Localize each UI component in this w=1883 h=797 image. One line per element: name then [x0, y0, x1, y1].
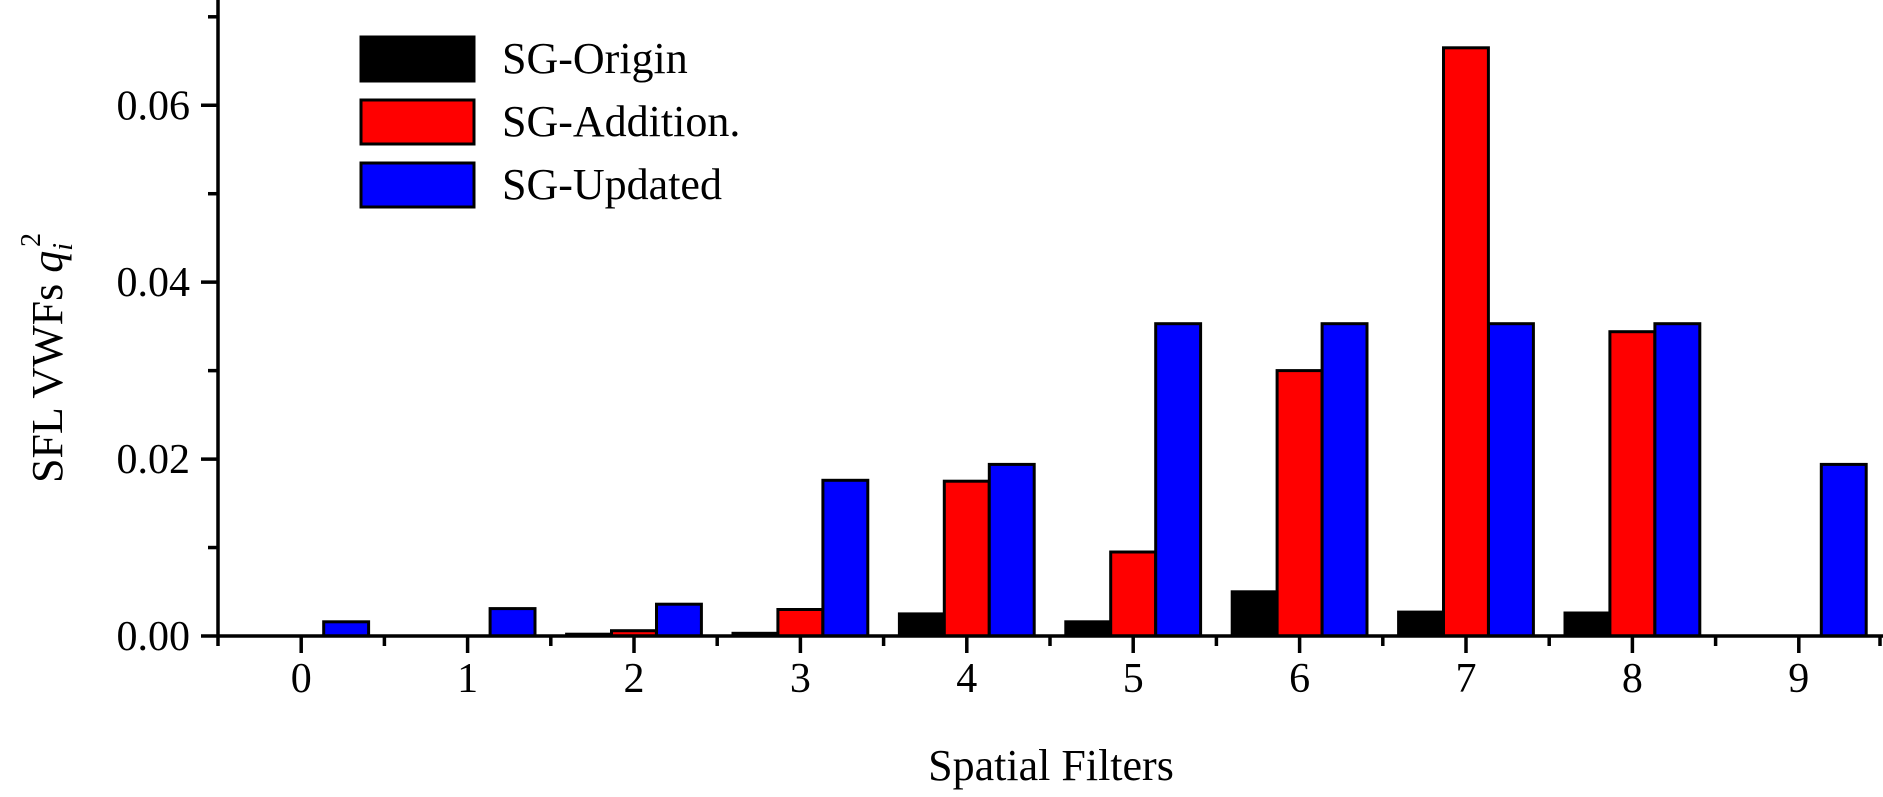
legend-label: SG-Origin: [502, 34, 688, 83]
x-tick-label: 3: [790, 656, 811, 702]
bar-sg-updated-4: [989, 464, 1034, 636]
bar-sg-origin-8: [1565, 613, 1610, 636]
x-tick-label: 8: [1622, 656, 1643, 702]
x-tick-label: 7: [1456, 656, 1477, 702]
x-axis-title: Spatial Filters: [928, 741, 1174, 790]
bar-sg-origin-5: [1066, 622, 1111, 636]
legend: SG-Origin SG-Addition. SG-Updated: [361, 34, 740, 209]
legend-item: SG-Origin: [361, 34, 688, 83]
x-tick-label: 5: [1123, 656, 1144, 702]
legend-swatch: [361, 163, 474, 207]
y-axis-title: SFL VWFs qi2: [16, 233, 79, 483]
x-tick-label: 1: [457, 656, 478, 702]
y-axis-title-sub: i: [48, 243, 79, 251]
y-tick-label: 0.04: [117, 260, 191, 306]
bar-sg-addition-6: [1277, 371, 1322, 636]
legend-label: SG-Updated: [502, 160, 722, 209]
legend-swatch: [361, 37, 474, 81]
y-tick-label: 0.06: [117, 83, 191, 129]
y-tick-label: 0.02: [117, 437, 191, 483]
bar-sg-updated-7: [1489, 324, 1534, 636]
svg-text:SFL VWFs qi2: SFL VWFs qi2: [16, 233, 79, 483]
y-axis-title-sup: 2: [16, 233, 47, 247]
bar-sg-origin-6: [1232, 592, 1277, 636]
x-tick-label: 0: [291, 656, 312, 702]
bar-sg-addition-8: [1610, 332, 1655, 636]
bar-sg-origin-4: [899, 614, 944, 636]
x-tick-label: 2: [624, 656, 645, 702]
x-tick-label: 4: [956, 656, 977, 702]
bar-sg-addition-4: [944, 481, 989, 636]
bar-sg-updated-2: [657, 604, 702, 636]
x-tick-label: 6: [1289, 656, 1310, 702]
x-tick-label: 9: [1788, 656, 1809, 702]
bar-sg-updated-8: [1655, 324, 1700, 636]
y-axis-title-var: q: [23, 251, 72, 273]
bar-sg-updated-0: [324, 622, 369, 636]
bar-sg-addition-3: [778, 610, 823, 637]
bar-sg-updated-3: [823, 480, 868, 636]
legend-label: SG-Addition.: [502, 97, 740, 146]
bar-sg-addition-5: [1111, 552, 1156, 636]
bar-sg-updated-6: [1322, 324, 1367, 636]
legend-swatch: [361, 100, 474, 144]
y-tick-label: 0.00: [117, 614, 191, 660]
bar-sg-origin-7: [1399, 612, 1444, 636]
bar-sg-updated-9: [1821, 464, 1866, 636]
bar-sg-addition-7: [1444, 48, 1489, 636]
y-axis-title-text: SFL VWFs: [23, 273, 72, 483]
bar-sg-updated-1: [490, 609, 535, 636]
legend-item: SG-Addition.: [361, 97, 740, 146]
bar-sg-updated-5: [1156, 324, 1201, 636]
legend-item: SG-Updated: [361, 160, 722, 209]
